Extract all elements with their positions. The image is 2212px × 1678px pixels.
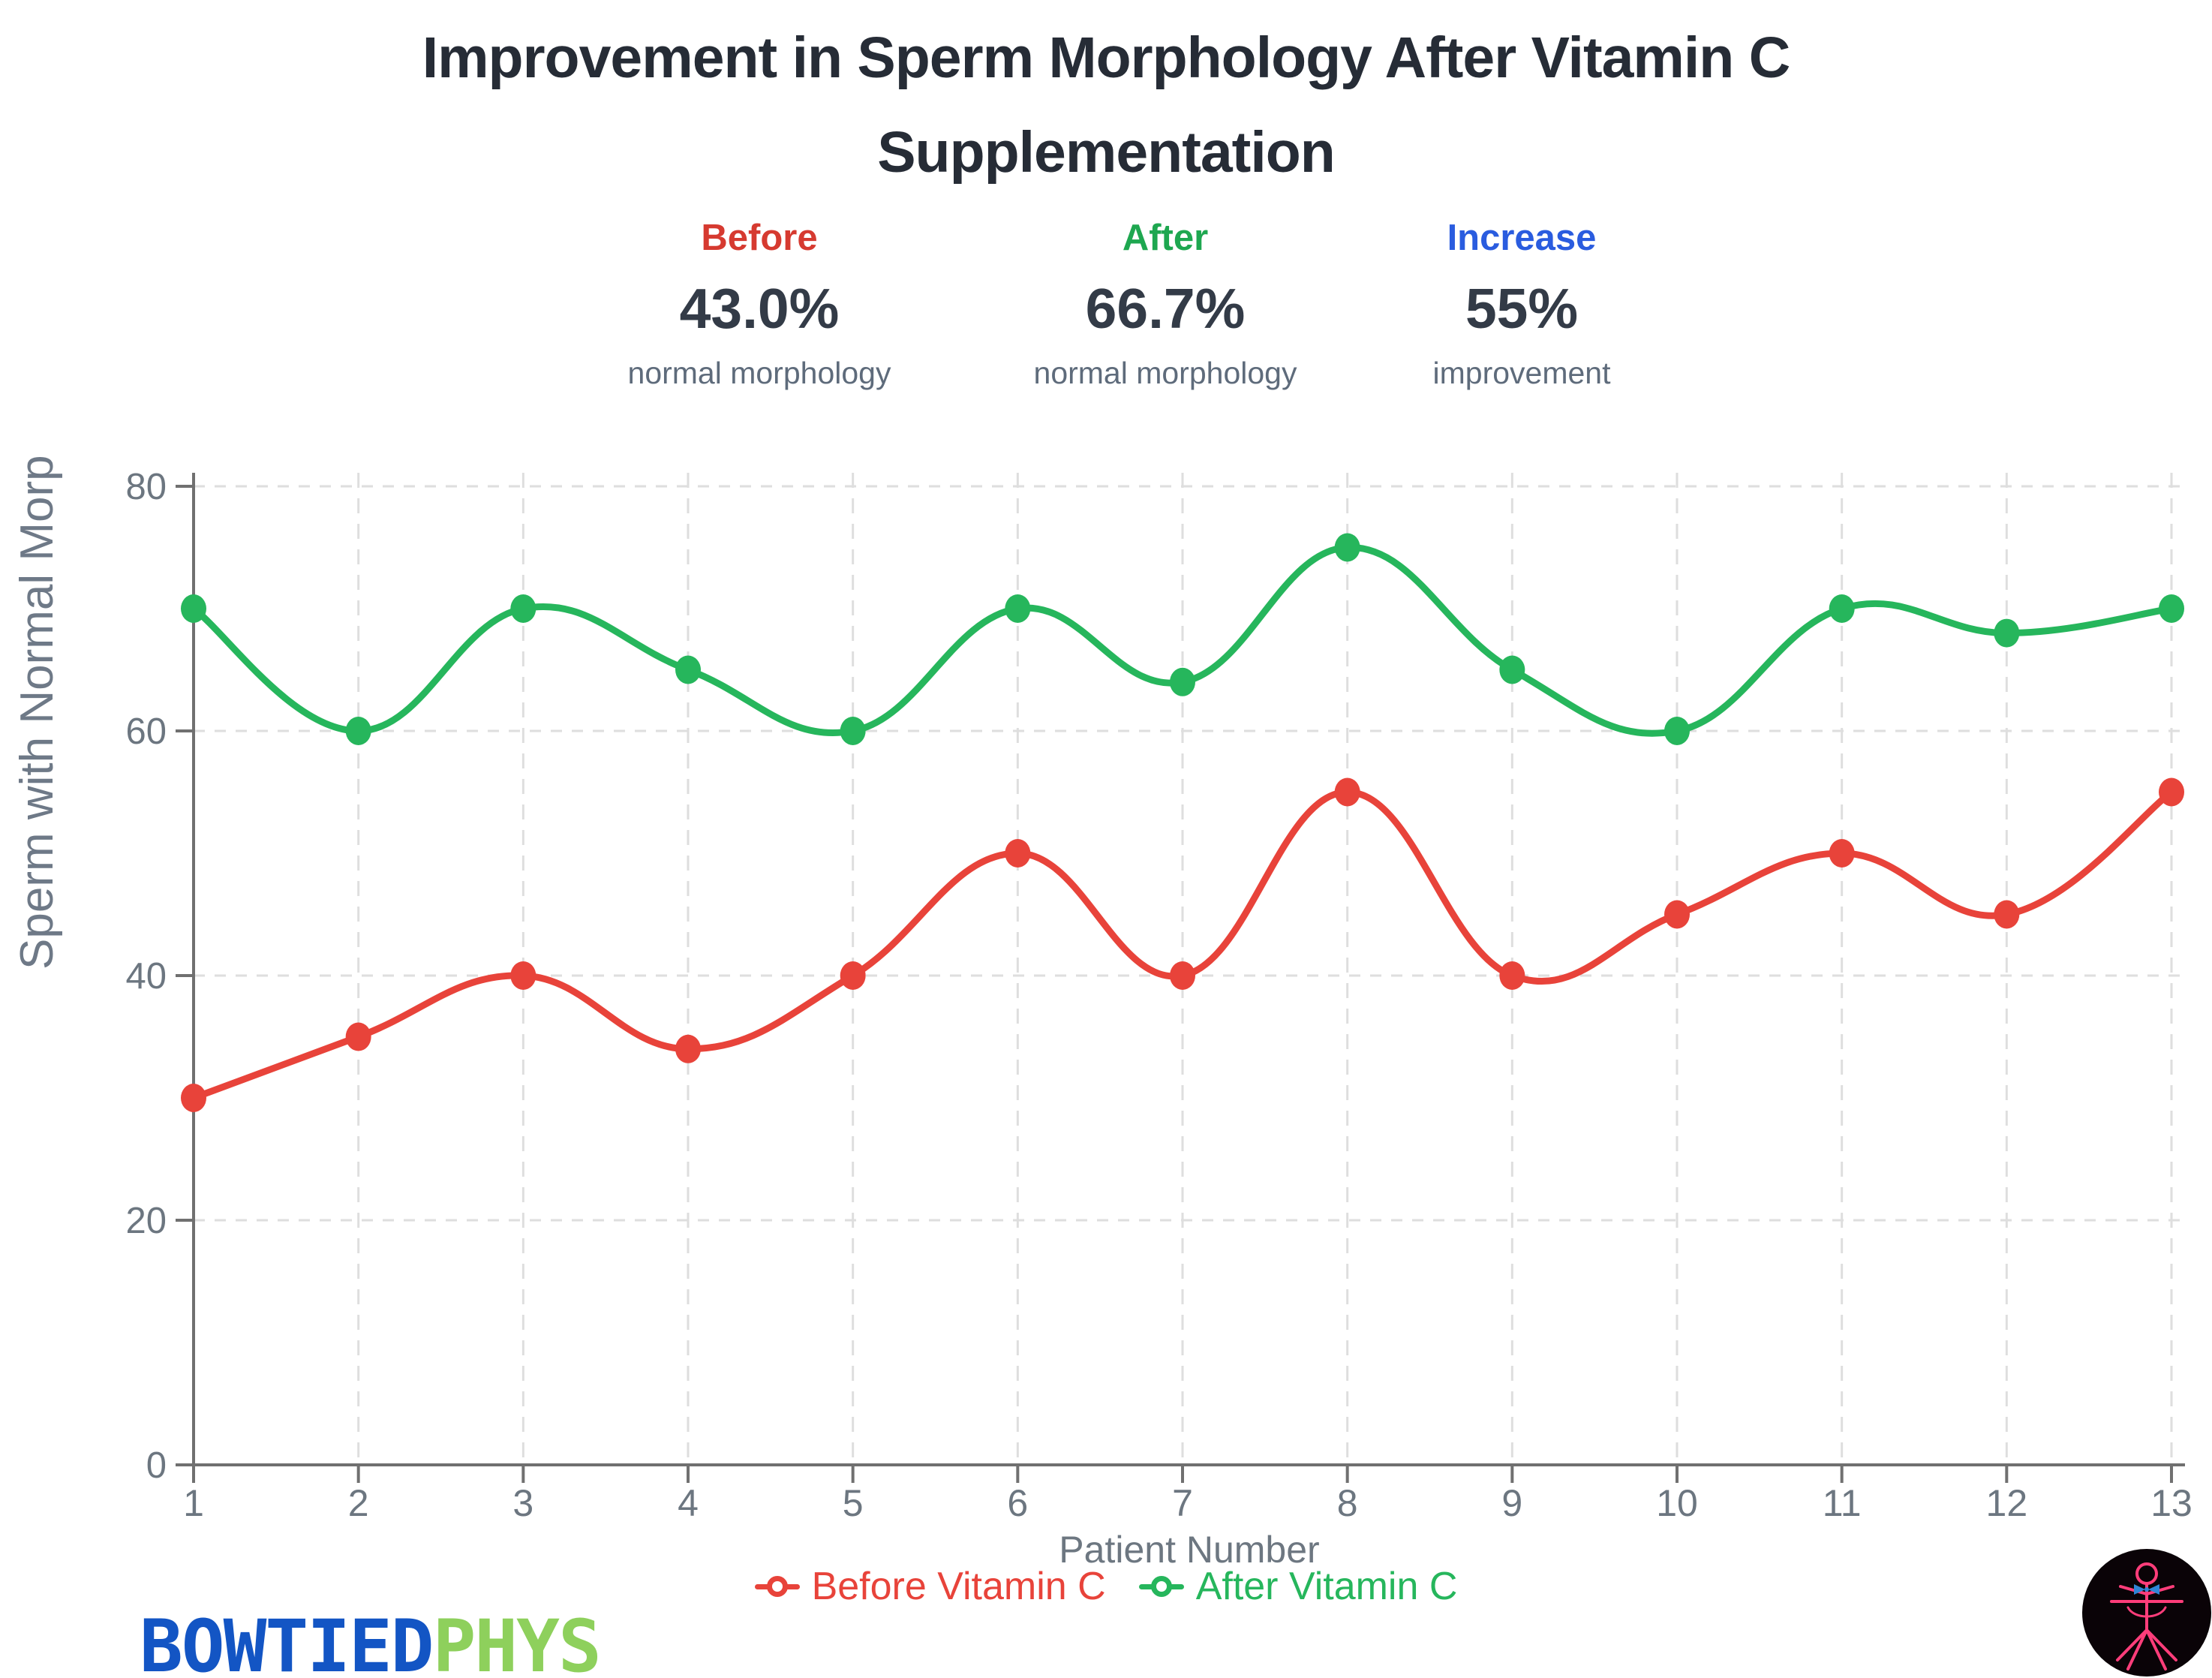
stat-before: Before 43.0% normal morphology <box>549 216 969 392</box>
data-point-after <box>1334 533 1360 562</box>
x-tick-label: 12 <box>1986 1482 2028 1524</box>
y-tick-label: 40 <box>125 956 167 997</box>
data-point-before <box>840 961 866 990</box>
y-tick-label: 80 <box>125 467 167 507</box>
x-tick-label: 8 <box>1337 1482 1358 1524</box>
stat-before-caption: normal morphology <box>627 356 891 390</box>
x-axis-label: Patient Number <box>1059 1529 1320 1571</box>
x-tick-label: 7 <box>1172 1482 1193 1524</box>
data-point-after <box>510 594 536 623</box>
x-tick-label: 11 <box>1823 1482 1862 1524</box>
stat-after: After 66.7% normal morphology <box>955 216 1375 392</box>
stat-before-label: Before <box>701 218 818 258</box>
bowtiedphys-wordmark: BOWTIEDPHYS <box>140 1604 602 1678</box>
y-axis-label-clip: Sperm with Normal Morp <box>9 435 69 970</box>
data-point-after <box>1499 655 1525 684</box>
data-point-after <box>1664 717 1691 745</box>
data-point-after <box>675 655 702 684</box>
x-tick-label: 13 <box>2150 1482 2192 1524</box>
data-point-before <box>2159 777 2185 807</box>
data-point-before <box>1005 839 1031 868</box>
data-point-before <box>1829 839 1855 868</box>
y-tick-label: 0 <box>146 1445 167 1486</box>
legend-ring-swatch <box>1150 1576 1172 1597</box>
chart-title-line2: Supplementation <box>877 120 1336 185</box>
data-point-after <box>1005 594 1031 623</box>
wordmark-part2: PHYS <box>432 1604 602 1678</box>
chart-legend: Before Vitamin C After Vitamin C <box>0 1564 2212 1609</box>
x-tick-label: 5 <box>843 1482 864 1524</box>
data-point-after <box>181 594 206 623</box>
stat-increase: Increase 55% improvement <box>1312 216 1732 392</box>
x-tick-label: 3 <box>512 1482 533 1524</box>
bowtie-icon <box>2134 1584 2159 1595</box>
legend-label: Before Vitamin C <box>811 1565 1106 1608</box>
x-tick-label: 10 <box>1656 1482 1698 1524</box>
x-tick-label: 9 <box>1501 1482 1522 1524</box>
stat-before-value: 43.0% <box>679 277 840 340</box>
x-tick-label: 2 <box>348 1482 369 1524</box>
data-point-before <box>1499 961 1525 990</box>
data-point-after <box>840 717 866 745</box>
legend-item-after-vitamin-c[interactable]: After Vitamin C <box>1138 1564 1458 1609</box>
chart-title-line1: Improvement in Sperm Morphology After Vi… <box>422 26 1791 90</box>
stat-increase-value: 55% <box>1465 277 1579 340</box>
legend-label: After Vitamin C <box>1195 1565 1458 1608</box>
legend-line-point-icon <box>1138 1576 1184 1597</box>
data-point-before <box>345 1022 371 1051</box>
stat-after-caption: normal morphology <box>1033 356 1297 390</box>
stat-after-label: After <box>1122 218 1209 258</box>
chart-title: Improvement in Sperm Morphology After Vi… <box>0 11 2212 200</box>
legend-item-before-vitamin-c[interactable]: Before Vitamin C <box>754 1564 1106 1609</box>
data-point-after <box>1170 667 1196 696</box>
y-tick-label: 20 <box>125 1201 167 1241</box>
legend-line-point-icon <box>754 1576 800 1597</box>
data-point-after <box>2159 594 2185 623</box>
data-point-after <box>345 717 371 745</box>
y-axis-label: Sperm with Normal Morp <box>11 455 63 970</box>
data-point-before <box>1994 900 2020 929</box>
x-tick-label: 4 <box>678 1482 699 1524</box>
legend-ring-swatch <box>766 1576 788 1597</box>
y-tick-label: 60 <box>125 711 167 752</box>
data-point-before <box>675 1034 702 1063</box>
data-point-before <box>181 1084 206 1112</box>
wordmark-part1: BOWTIED <box>140 1604 434 1678</box>
data-point-before <box>1664 900 1691 929</box>
x-tick-label: 1 <box>183 1482 204 1524</box>
data-point-before <box>510 961 536 990</box>
data-point-before <box>1170 961 1196 990</box>
data-point-before <box>1334 777 1360 807</box>
stat-after-value: 66.7% <box>1085 277 1246 340</box>
x-tick-label: 6 <box>1007 1482 1028 1524</box>
stat-increase-label: Increase <box>1447 218 1597 258</box>
bowtiedphys-avatar-logo <box>2082 1549 2211 1676</box>
data-point-after <box>1829 594 1855 623</box>
stat-increase-caption: improvement <box>1432 356 1611 390</box>
data-point-after <box>1994 618 2020 648</box>
vitruvian-figure-icon <box>2110 1562 2183 1670</box>
